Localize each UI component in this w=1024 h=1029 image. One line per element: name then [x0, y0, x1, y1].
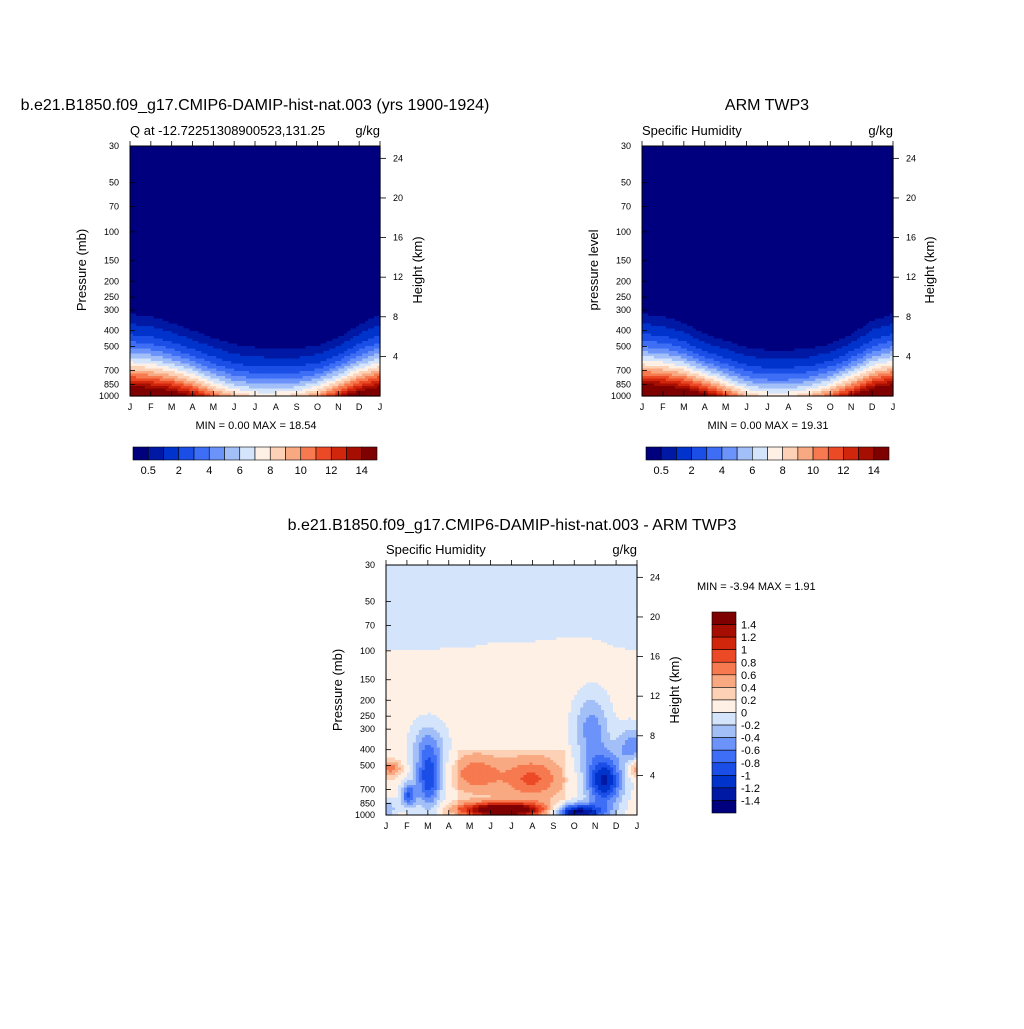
- panel-1-ylabel: Pressure (mb): [74, 229, 89, 311]
- panel-3-stats: MIN = -3.94 MAX = 1.91: [697, 581, 816, 593]
- panel-3-units: g/kg: [612, 542, 637, 557]
- panel-2-y2label: Height (km): [922, 236, 937, 303]
- panel-1-units: g/kg: [355, 123, 380, 138]
- panel-1-field: [130, 146, 381, 397]
- panel-1-subtitle: Q at -12.72251308900523,131.25: [130, 123, 325, 138]
- figure-title-bottom: b.e21.B1850.f09_g17.CMIP6-DAMIP-hist-nat…: [288, 517, 737, 534]
- panel-1-plot: J F M A M J J A S O N D J305070100150200250300400500…: [99, 141, 403, 412]
- panel-1-stats: MIN = 0.00 MAX = 18.54: [195, 420, 316, 432]
- panel-3-y2label: Height (km): [667, 656, 682, 723]
- plot-layer: J F M A M J J A S O N D J305070100150200250300400500…: [99, 141, 916, 831]
- panel-2-ylabel: pressure level: [586, 229, 601, 310]
- figure-title-top-right: ARM TWP3: [725, 97, 809, 114]
- panel-3-subtitle: Specific Humidity: [386, 542, 486, 557]
- figure-title-top-left: b.e21.B1850.f09_g17.CMIP6-DAMIP-hist-nat…: [21, 97, 490, 114]
- panel-2-units: g/kg: [868, 123, 893, 138]
- panel-1-y2label: Height (km): [410, 236, 425, 303]
- panel-3-ylabel: Pressure (mb): [330, 649, 345, 731]
- panel-2-stats: MIN = 0.00 MAX = 19.31: [707, 420, 828, 432]
- panel-2-subtitle: Specific Humidity: [642, 123, 742, 138]
